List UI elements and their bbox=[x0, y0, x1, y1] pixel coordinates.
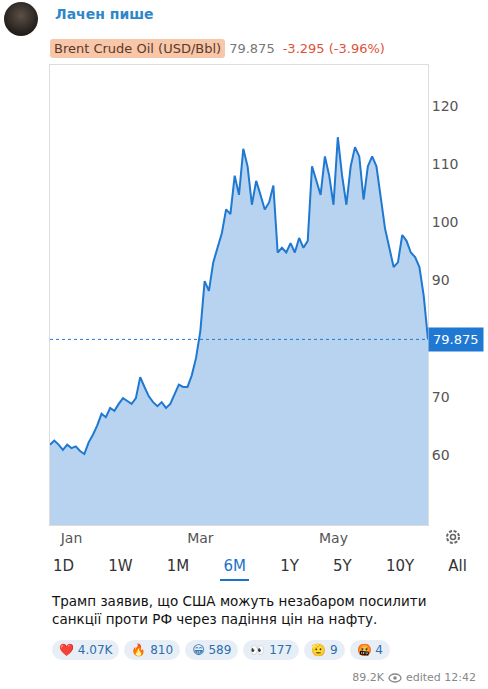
html-text:89.2K: 89.2K bbox=[352, 671, 384, 684]
html-text:All: All bbox=[448, 557, 467, 575]
svg-text:May: May bbox=[319, 530, 348, 546]
html-text:❤️ 4.07K: ❤️ 4.07K bbox=[59, 643, 113, 657]
svg-text:120: 120 bbox=[432, 98, 459, 114]
svg-text:70: 70 bbox=[432, 389, 450, 405]
svg-text:Jan: Jan bbox=[60, 530, 83, 546]
html-text:🫡 9: 🫡 9 bbox=[311, 643, 338, 657]
html-text:Brent Crude Oil (USD/Bbl): Brent Crude Oil (USD/Bbl) bbox=[54, 41, 222, 56]
html-text:Лачен пише: Лачен пише bbox=[55, 6, 154, 22]
html-text:10Y: 10Y bbox=[385, 557, 415, 575]
html-text:🔥 810: 🔥 810 bbox=[131, 643, 174, 657]
html-text:edited 12:42: edited 12:42 bbox=[405, 671, 476, 684]
html-text:79.875: 79.875 bbox=[229, 41, 275, 56]
html-text:6M: 6M bbox=[223, 557, 246, 575]
svg-text:Mar: Mar bbox=[187, 530, 214, 546]
svg-text:60: 60 bbox=[432, 447, 450, 463]
html-text:1Y: 1Y bbox=[280, 557, 299, 575]
html-text:5Y: 5Y bbox=[333, 557, 352, 575]
html-text:🤬 4: 🤬 4 bbox=[356, 643, 383, 657]
svg-text:110: 110 bbox=[432, 156, 459, 172]
html-text:1W: 1W bbox=[108, 557, 133, 575]
svg-text:100: 100 bbox=[432, 214, 459, 230]
html-text:😁 589: 😁 589 bbox=[192, 643, 232, 657]
svg-text:79.875: 79.875 bbox=[433, 332, 479, 347]
html-text:1D: 1D bbox=[53, 557, 75, 575]
html-text:👀 177: 👀 177 bbox=[250, 643, 293, 657]
html-text:-3.295 (-3.96%): -3.295 (-3.96%) bbox=[282, 41, 385, 56]
html-text:Трамп заявив, що США можуть не: Трамп заявив, що США можуть незабаром по… bbox=[52, 593, 427, 627]
html-text:1M: 1M bbox=[166, 557, 190, 575]
svg-text:90: 90 bbox=[432, 272, 450, 288]
